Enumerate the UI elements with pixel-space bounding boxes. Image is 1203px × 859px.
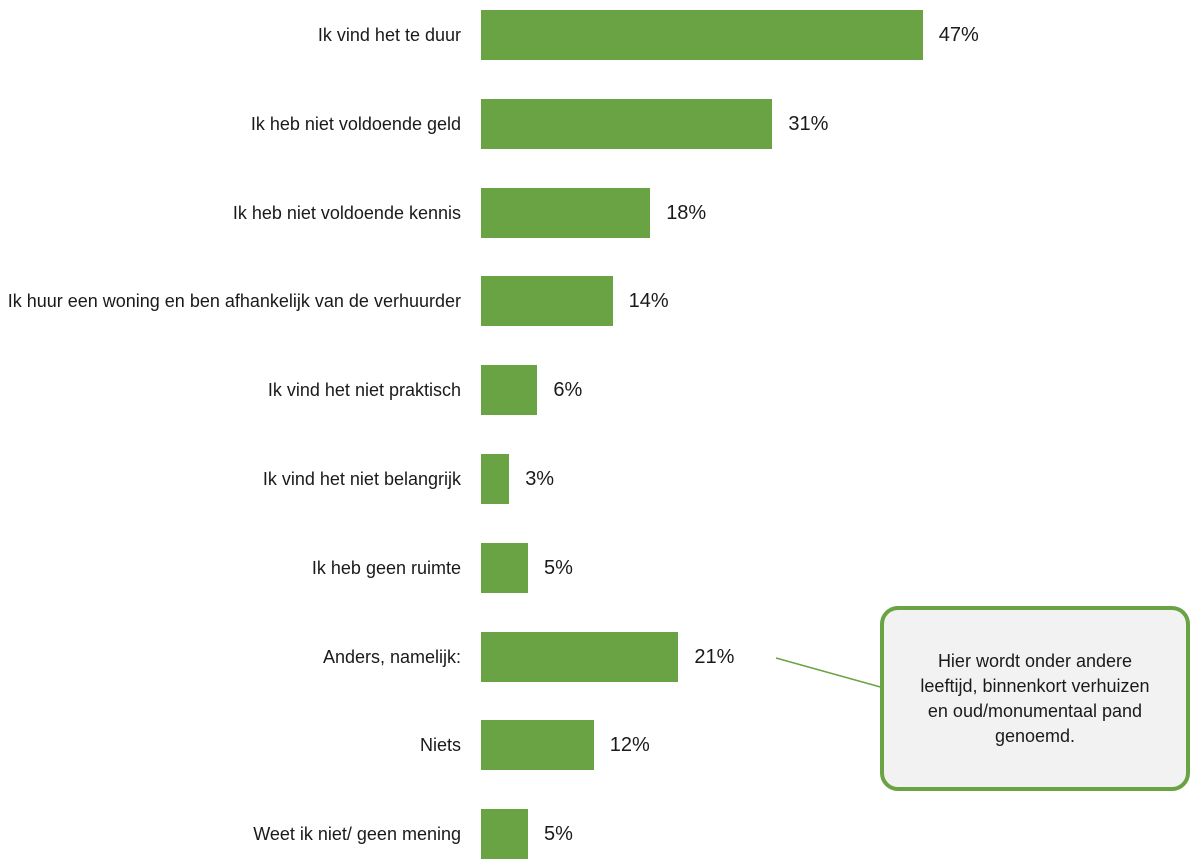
category-label: Ik heb niet voldoende kennis xyxy=(232,202,461,223)
category-label: Ik vind het te duur xyxy=(317,25,461,45)
data-label: 6% xyxy=(553,379,583,402)
bar xyxy=(481,276,613,327)
bar xyxy=(481,631,679,682)
category-label: Anders, namelijk: xyxy=(322,646,461,667)
category-label: Ik huur een woning en ben afhankelijk va… xyxy=(7,291,461,312)
callout-text: Hier wordt onder andere leeftijd, binnen… xyxy=(920,650,1150,746)
category-label: Niets xyxy=(419,735,461,756)
category-label: Weet ik niet/ geen mening xyxy=(253,824,461,845)
data-label: 31% xyxy=(788,112,829,135)
bar xyxy=(481,720,594,771)
category-label: Ik vind het niet belangrijk xyxy=(262,469,461,489)
bar xyxy=(481,809,528,859)
bar xyxy=(481,542,528,593)
data-label: 47% xyxy=(938,24,979,46)
category-label: Ik heb geen ruimte xyxy=(311,557,461,578)
callout-annotation: Hier wordt onder andere leeftijd, binnen… xyxy=(880,606,1190,791)
bar xyxy=(481,187,651,238)
category-label: Ik vind het niet praktisch xyxy=(267,380,461,401)
data-label: 18% xyxy=(666,201,707,224)
data-label: 5% xyxy=(544,556,573,579)
data-label: 12% xyxy=(609,734,650,757)
bar xyxy=(481,98,773,149)
data-label: 3% xyxy=(525,468,555,490)
bar xyxy=(481,10,923,60)
data-label: 5% xyxy=(544,823,573,846)
data-label: 14% xyxy=(628,290,669,313)
category-label: Ik heb niet voldoende geld xyxy=(250,113,461,134)
bar xyxy=(481,365,538,416)
bar xyxy=(481,454,510,504)
data-label: 21% xyxy=(694,645,735,668)
